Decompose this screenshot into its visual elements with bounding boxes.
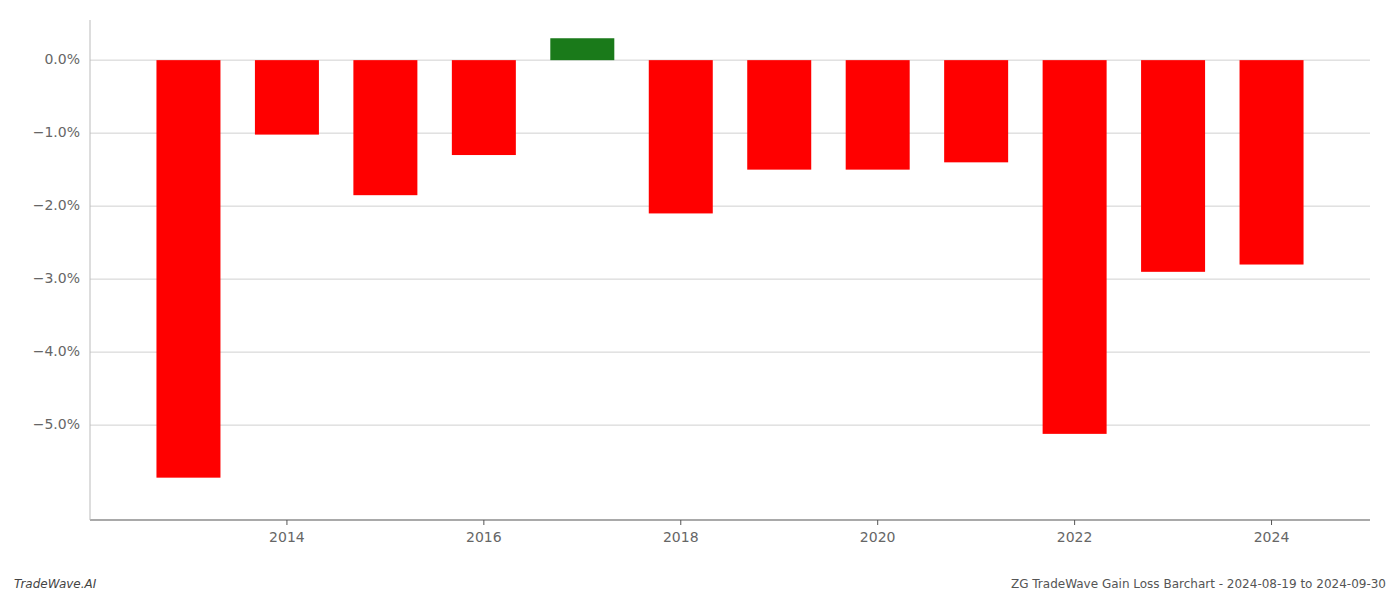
bar	[255, 60, 319, 134]
footer-text: ZG TradeWave Gain Loss Barchart - 2024-0…	[1011, 577, 1386, 591]
bar	[1141, 60, 1205, 272]
axes	[90, 20, 1370, 520]
x-tick	[877, 520, 878, 525]
y-tick-label: −4.0%	[33, 343, 80, 359]
x-tick	[1271, 520, 1272, 525]
y-tick-label: −1.0%	[33, 124, 80, 140]
x-tick-label: 2018	[663, 529, 699, 545]
y-tick-label: −3.0%	[33, 270, 80, 286]
grid-line	[90, 279, 1370, 280]
bar	[944, 60, 1008, 162]
x-tick-label: 2020	[860, 529, 896, 545]
bars	[156, 38, 1303, 477]
bar	[747, 60, 811, 169]
x-tick	[680, 520, 681, 525]
bar	[1043, 60, 1107, 434]
footer: TradeWave.AI ZG TradeWave Gain Loss Barch…	[14, 577, 1386, 591]
grid	[90, 60, 1370, 425]
x-tick-label: 2024	[1254, 529, 1290, 545]
footer-text: TradeWave.AI	[14, 577, 97, 591]
x-axis-line	[90, 519, 1370, 520]
bar	[452, 60, 516, 155]
x-tick	[483, 520, 484, 525]
bar	[1240, 60, 1304, 264]
bar	[846, 60, 910, 169]
y-tick-label: −5.0%	[33, 416, 80, 432]
bar	[649, 60, 713, 213]
bar	[156, 60, 220, 478]
y-axis-line	[90, 20, 91, 520]
x-tick	[286, 520, 287, 525]
bar	[353, 60, 417, 195]
bar	[550, 38, 614, 60]
x-ticks: 2014 2016 2018 2020 2022 2024	[269, 520, 1289, 545]
y-ticks: 0.0% −1.0% −2.0% −3.0% −4.0% −5.0%	[33, 51, 80, 432]
y-tick-label: −2.0%	[33, 197, 80, 213]
x-tick-label: 2016	[466, 529, 502, 545]
x-tick	[1074, 520, 1075, 525]
x-tick-label: 2022	[1057, 529, 1093, 545]
grid-line	[90, 352, 1370, 353]
grid-line	[90, 425, 1370, 426]
chart: 0.0%−1.0%−2.0%−3.0%−4.0%−5.0%20142016201…	[0, 0, 1400, 600]
x-tick-label: 2014	[269, 529, 305, 545]
y-tick-label: 0.0%	[44, 51, 80, 67]
